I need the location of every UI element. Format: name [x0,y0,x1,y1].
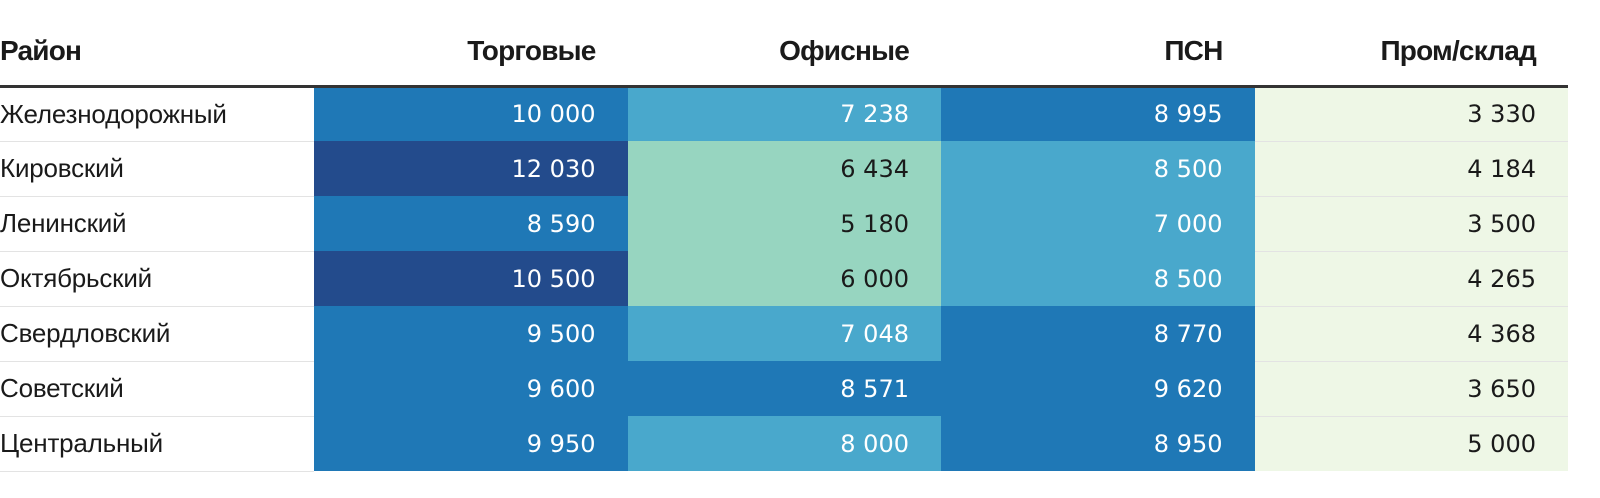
heat-cell: 3 330 [1254,86,1568,142]
heat-cell: 9 500 [314,306,628,361]
table-row: Свердловский 9 500 7 048 8 770 4 368 [0,306,1568,362]
heat-cell: 10 500 [314,251,628,306]
heat-cell: 9 620 [941,361,1255,416]
column-header-district: Район [0,18,314,88]
heat-cell: 12 030 [314,141,628,196]
heat-cell: 4 265 [1254,251,1568,307]
table-header: Район Торговые Офисные ПСН Пром/склад [0,18,1568,88]
district-name-cell: Железнодорожный [0,86,314,142]
heat-cell: 3 500 [1254,196,1568,252]
table-row: Ленинский 8 590 5 180 7 000 3 500 [0,196,1568,252]
table-row: Кировский 12 030 6 434 8 500 4 184 [0,141,1568,197]
heat-cell: 8 500 [941,141,1255,196]
header-row: Район Торговые Офисные ПСН Пром/склад [0,18,1568,88]
heat-cell: 5 180 [627,196,941,251]
district-name-cell: Кировский [0,141,314,197]
table-row: Октябрьский 10 500 6 000 8 500 4 265 [0,251,1568,307]
heat-cell: 8 950 [941,416,1255,471]
district-name-cell: Октябрьский [0,251,314,307]
heat-cell: 8 500 [941,251,1255,306]
column-header-industrial-warehouse: Пром/склад [1254,18,1568,88]
heat-cell: 5 000 [1254,416,1568,471]
heat-cell: 10 000 [314,86,628,141]
column-header-office: Офисные [627,18,941,88]
district-name-cell: Центральный [0,416,314,472]
heat-cell: 7 238 [627,86,941,141]
district-name-cell: Свердловский [0,306,314,362]
heat-cell: 4 368 [1254,306,1568,362]
district-name-cell: Ленинский [0,196,314,252]
heat-cell: 8 770 [941,306,1255,361]
heat-cell: 8 571 [627,361,941,416]
heat-cell: 7 048 [627,306,941,361]
heat-cell: 9 600 [314,361,628,416]
heat-cell: 6 000 [627,251,941,306]
heat-cell: 9 950 [314,416,628,471]
table-body: Железнодорожный 10 000 7 238 8 995 3 330 Киро… [0,86,1568,472]
heat-cell: 6 434 [627,141,941,196]
column-header-retail: Торговые [314,18,628,88]
heat-cell: 3 650 [1254,361,1568,417]
district-name-cell: Советский [0,361,314,417]
heat-cell: 4 184 [1254,141,1568,197]
heat-cell: 8 995 [941,86,1255,141]
column-header-psn: ПСН [941,18,1255,88]
heatmap-table: Район Торговые Офисные ПСН Пром/склад Же… [0,18,1568,472]
heat-cell: 8 590 [314,196,628,251]
table-row: Центральный 9 950 8 000 8 950 5 000 [0,416,1568,472]
table-row: Железнодорожный 10 000 7 238 8 995 3 330 [0,86,1568,142]
heat-cell: 7 000 [941,196,1255,251]
heat-cell: 8 000 [627,416,941,471]
table-row: Советский 9 600 8 571 9 620 3 650 [0,361,1568,417]
